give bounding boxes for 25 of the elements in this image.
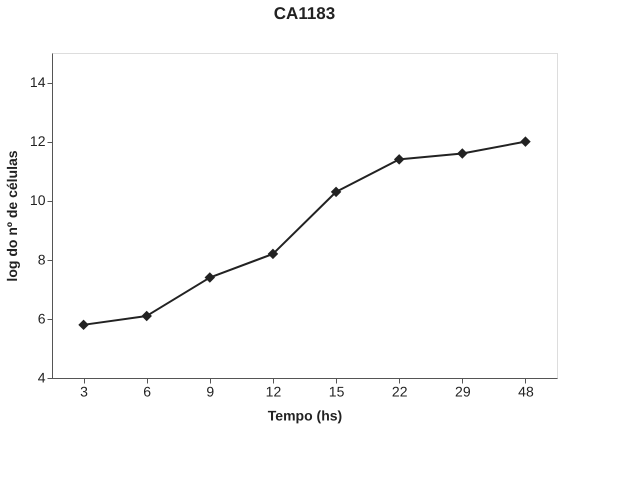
y-tick-label: 8 <box>38 251 46 268</box>
point <box>330 186 342 198</box>
y-tick-label: 4 <box>38 370 46 386</box>
x-tick-label: 12 <box>266 384 282 400</box>
x-tick-label: 22 <box>392 384 408 400</box>
y-tick-label: 14 <box>30 74 46 90</box>
point <box>141 310 152 322</box>
x-tick-label: 6 <box>143 384 152 400</box>
point <box>204 272 216 283</box>
point <box>78 320 89 330</box>
x-tick-label: 15 <box>328 384 345 400</box>
point <box>520 136 531 147</box>
x-tick-label: 29 <box>455 384 471 400</box>
x-tick-label: 9 <box>206 384 214 400</box>
y-tick-label: 6 <box>38 310 46 326</box>
point <box>457 148 468 159</box>
x-axis-title: Tempo (hs) <box>268 408 342 424</box>
chart-title: CA1183 <box>274 4 336 23</box>
point <box>268 248 278 260</box>
x-tick-label: 3 <box>80 384 88 400</box>
y-tick-label: 10 <box>30 192 46 208</box>
y-axis-title: log do nº de células <box>4 150 20 282</box>
y-tick-label: 12 <box>30 133 46 150</box>
x-tick-label: 48 <box>518 384 534 400</box>
point <box>394 154 404 165</box>
